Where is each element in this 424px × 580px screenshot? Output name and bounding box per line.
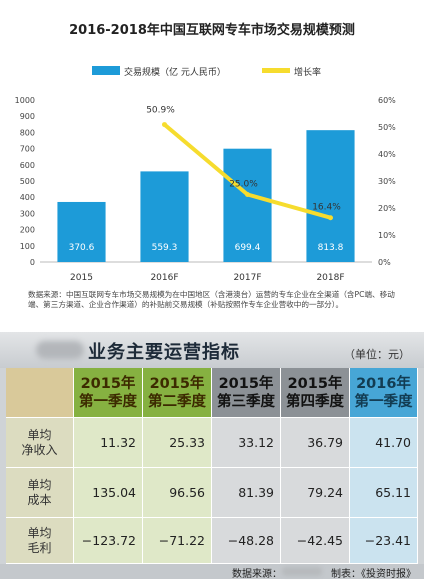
bar xyxy=(57,201,106,262)
column-header-2015q2: 2015年 第二季度 xyxy=(143,368,212,418)
metrics-table-panel: 业务主要运营指标 （单位：元） 2015年 第一季度 2015年 第二季度 2015… xyxy=(0,332,424,580)
table-title: 业务主要运营指标 xyxy=(88,342,240,363)
y-right-tick-label: 20% xyxy=(378,204,396,213)
footer-blurred-source xyxy=(282,567,322,576)
y-right-tick-label: 30% xyxy=(378,177,396,186)
y-left-tick-label: 400 xyxy=(20,193,35,202)
x-tick-label: 2016F xyxy=(150,273,178,283)
header-year: 2015年 xyxy=(287,375,343,392)
y-left-tick-label: 200 xyxy=(20,226,35,235)
legend-line-label: 增长率 xyxy=(294,66,321,78)
x-tick-label: 2017F xyxy=(233,273,261,283)
bar-value-label: 559.3 xyxy=(152,243,178,253)
table-cell: 81.39 xyxy=(212,468,281,518)
growth-line-series: 50.9% 25.0% 16.4% xyxy=(146,106,341,221)
row-label-line: 成本 xyxy=(27,492,52,507)
footer-credit: 制表：《投资时报》 xyxy=(331,569,416,580)
y-left-tick-label: 700 xyxy=(20,145,35,154)
market-chart-svg: 2016-2018年中国互联网专车市场交易规模预测 交易规模（亿 元人民币） 增长… xyxy=(15,22,397,283)
y-right-tick-label: 40% xyxy=(378,150,396,159)
growth-value-label: 25.0% xyxy=(229,180,258,190)
column-header-2015q1: 2015年 第一季度 xyxy=(74,368,143,418)
chart-title: 2016-2018年中国互联网专车市场交易规模预测 xyxy=(69,22,355,38)
table-corner-cell xyxy=(6,368,74,418)
header-quarter: 第一季度 xyxy=(79,393,137,410)
table-cell: −23.41 xyxy=(350,518,418,564)
bar-value-label: 699.4 xyxy=(235,243,261,253)
growth-value-label: 50.9% xyxy=(146,106,175,116)
y-right-tick-label: 60% xyxy=(378,96,396,105)
bar-series: 370.6 559.3 699.4 813.8 xyxy=(57,130,355,262)
bar xyxy=(306,130,355,262)
table-cell: −42.45 xyxy=(281,518,350,564)
table-cell: 79.24 xyxy=(281,468,350,518)
header-quarter: 第三季度 xyxy=(217,393,275,410)
column-header-2016q1: 2016年 第一季度 xyxy=(350,368,418,418)
row-label-gross-profit: 单均 毛利 xyxy=(6,518,74,564)
row-label-cost: 单均 成本 xyxy=(6,468,74,518)
table-cell: −123.72 xyxy=(74,518,143,564)
bar xyxy=(223,148,272,262)
growth-point xyxy=(245,192,250,197)
y-left-tick-label: 800 xyxy=(20,128,35,137)
header-quarter: 第四季度 xyxy=(286,393,344,410)
legend-bar-label: 交易规模（亿 元人民币） xyxy=(124,66,226,78)
y-left-tick-label: 900 xyxy=(20,112,35,121)
y-right-tick-label: 10% xyxy=(378,231,396,240)
table-cell: 36.79 xyxy=(281,418,350,468)
table-cell: −71.22 xyxy=(143,518,212,564)
row-label-line: 净收入 xyxy=(21,442,58,457)
unit-label: （单位：元） xyxy=(344,348,410,361)
chart-axes: 0 100 200 300 400 500 600 700 800 900 1000 0% 10% 20%… xyxy=(15,96,397,283)
y-left-tick-label: 300 xyxy=(20,209,35,218)
market-chart: 2016-2018年中国互联网专车市场交易规模预测 交易规模（亿 元人民币） 增长… xyxy=(14,22,397,310)
header-quarter: 第二季度 xyxy=(148,393,206,410)
y-left-tick-label: 600 xyxy=(20,161,35,170)
header-year: 2015年 xyxy=(218,375,274,392)
y-right-tick-label: 50% xyxy=(378,123,396,132)
table-header: 业务主要运营指标 （单位：元） xyxy=(0,332,424,368)
table-footer: 数据来源： 制表：《投资时报》 xyxy=(0,564,424,580)
column-header-2015q4: 2015年 第四季度 xyxy=(281,368,350,418)
x-tick-label: 2018F xyxy=(316,273,344,283)
bar xyxy=(140,171,189,262)
growth-point xyxy=(162,122,167,128)
chart-legend: 交易规模（亿 元人民币） 增长率 xyxy=(92,66,321,78)
table-cell: −48.28 xyxy=(212,518,281,564)
table-cell: 96.56 xyxy=(143,468,212,518)
row-label-line: 单均 xyxy=(27,477,52,492)
table-cell: 135.04 xyxy=(74,468,143,518)
blurred-logo xyxy=(36,341,84,359)
growth-point xyxy=(328,215,333,221)
x-tick-label: 2015 xyxy=(70,273,93,283)
y-right-tick-label: 0% xyxy=(378,258,391,267)
table-cell: 11.32 xyxy=(74,418,143,468)
row-label-net-income: 单均 净收入 xyxy=(6,418,74,468)
footer-source: 数据来源： xyxy=(232,569,282,580)
column-header-2015q3: 2015年 第三季度 xyxy=(212,368,281,418)
y-left-tick-label: 100 xyxy=(20,242,35,251)
header-year: 2016年 xyxy=(356,375,411,392)
bar-value-label: 813.8 xyxy=(318,243,344,253)
table-cell: 25.33 xyxy=(143,418,212,468)
legend-bar-swatch xyxy=(92,66,120,75)
growth-value-label: 16.4% xyxy=(312,203,341,213)
source-note: 数据来源：中国互联网专车市场交易规模为在中国地区（含港澳台）运营的专车企业在全渠… xyxy=(28,290,395,310)
header-year: 2015年 xyxy=(149,375,205,392)
row-label-line: 单均 xyxy=(27,525,52,540)
header-quarter: 第一季度 xyxy=(354,393,413,410)
bar-value-label: 370.6 xyxy=(69,243,95,253)
y-left-tick-label: 0 xyxy=(30,258,35,267)
row-label-line: 单均 xyxy=(27,427,52,442)
table-cell: 33.12 xyxy=(212,418,281,468)
y-left-tick-label: 1000 xyxy=(15,96,35,105)
y-left-tick-label: 500 xyxy=(20,177,35,186)
table-cell: 65.11 xyxy=(350,468,418,518)
metrics-table: 2015年 第一季度 2015年 第二季度 2015年 第三季度 2015年 第四季度 … xyxy=(6,368,418,564)
header-year: 2015年 xyxy=(80,375,136,392)
table-cell: 41.70 xyxy=(350,418,418,468)
row-label-line: 毛利 xyxy=(27,540,52,555)
